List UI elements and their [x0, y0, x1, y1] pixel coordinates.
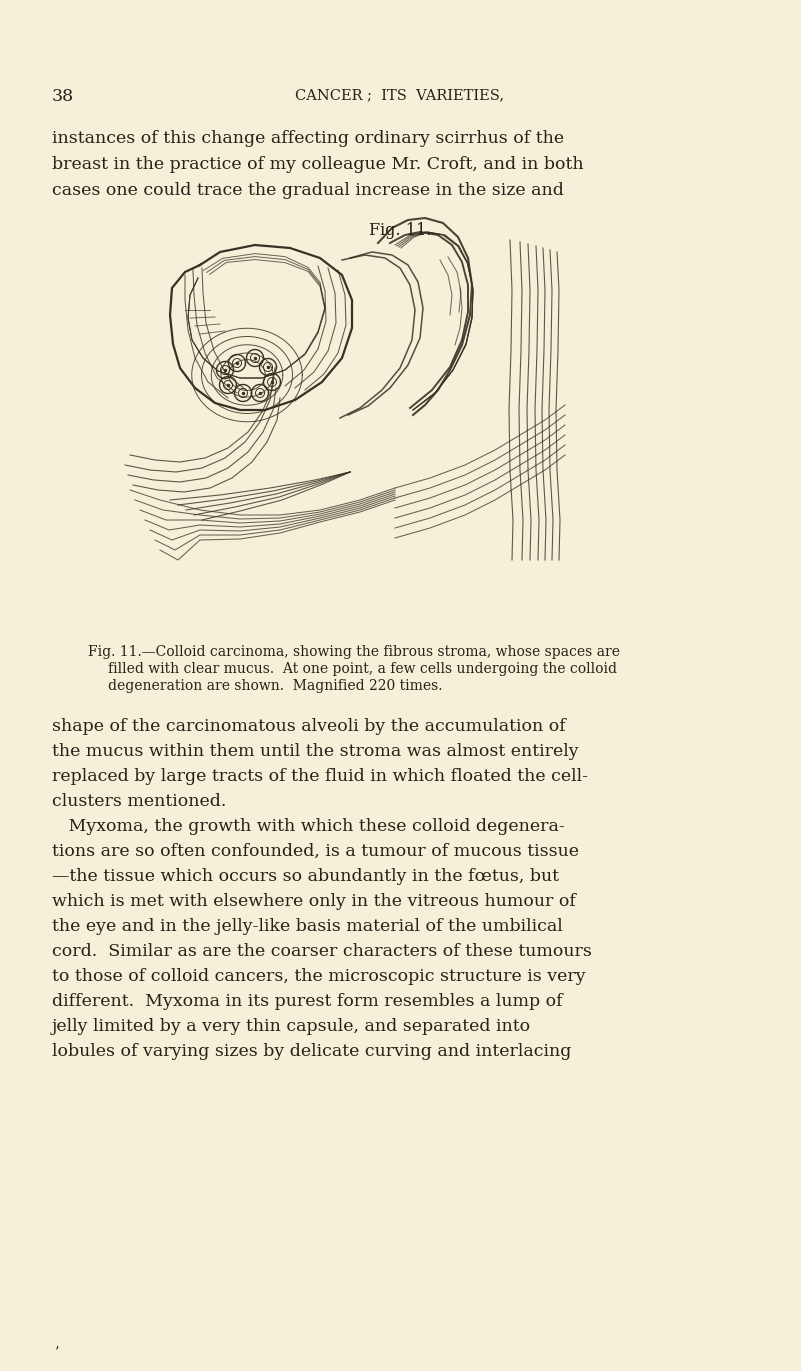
- Text: to those of colloid cancers, the microscopic structure is very: to those of colloid cancers, the microsc…: [52, 968, 586, 984]
- Text: Fig. 11.: Fig. 11.: [368, 222, 431, 239]
- Text: which is met with elsewhere only in the vitreous humour of: which is met with elsewhere only in the …: [52, 893, 576, 910]
- Text: jelly limited by a very thin capsule, and separated into: jelly limited by a very thin capsule, an…: [52, 1019, 531, 1035]
- Text: —the tissue which occurs so abundantly in the fœtus, but: —the tissue which occurs so abundantly i…: [52, 868, 559, 886]
- Text: degeneration are shown.  Magnified 220 times.: degeneration are shown. Magnified 220 ti…: [108, 679, 442, 692]
- Text: filled with clear mucus.  At one point, a few cells undergoing the colloid: filled with clear mucus. At one point, a…: [108, 662, 617, 676]
- Text: instances of this change affecting ordinary scirrhus of the: instances of this change affecting ordin…: [52, 130, 564, 147]
- Text: tions are so often confounded, is a tumour of mucous tissue: tions are so often confounded, is a tumo…: [52, 843, 579, 860]
- Text: Myxoma, the growth with which these colloid degenera-: Myxoma, the growth with which these coll…: [52, 818, 565, 835]
- Text: replaced by large tracts of the fluid in which floated the cell-: replaced by large tracts of the fluid in…: [52, 768, 588, 786]
- Text: the mucus within them until the stroma was almost entirely: the mucus within them until the stroma w…: [52, 743, 578, 760]
- Text: ’: ’: [55, 1345, 59, 1359]
- Text: cases one could trace the gradual increase in the size and: cases one could trace the gradual increa…: [52, 182, 564, 199]
- Text: different.  Myxoma in its purest form resembles a lump of: different. Myxoma in its purest form res…: [52, 993, 562, 1010]
- Text: cord.  Similar as are the coarser characters of these tumours: cord. Similar as are the coarser charact…: [52, 943, 592, 960]
- Text: clusters mentioned.: clusters mentioned.: [52, 792, 227, 810]
- Text: Fig. 11.—Colloid carcinoma, showing the fibrous stroma, whose spaces are: Fig. 11.—Colloid carcinoma, showing the …: [88, 644, 620, 659]
- Text: shape of the carcinomatous alveoli by the accumulation of: shape of the carcinomatous alveoli by th…: [52, 718, 566, 735]
- Text: lobules of varying sizes by delicate curving and interlacing: lobules of varying sizes by delicate cur…: [52, 1043, 571, 1060]
- Text: 38: 38: [52, 88, 74, 106]
- Text: breast in the practice of my colleague Mr. Croft, and in both: breast in the practice of my colleague M…: [52, 156, 584, 173]
- Text: CANCER ;  ITS  VARIETIES,: CANCER ; ITS VARIETIES,: [296, 88, 505, 101]
- Text: the eye and in the jelly-like basis material of the umbilical: the eye and in the jelly-like basis mate…: [52, 919, 563, 935]
